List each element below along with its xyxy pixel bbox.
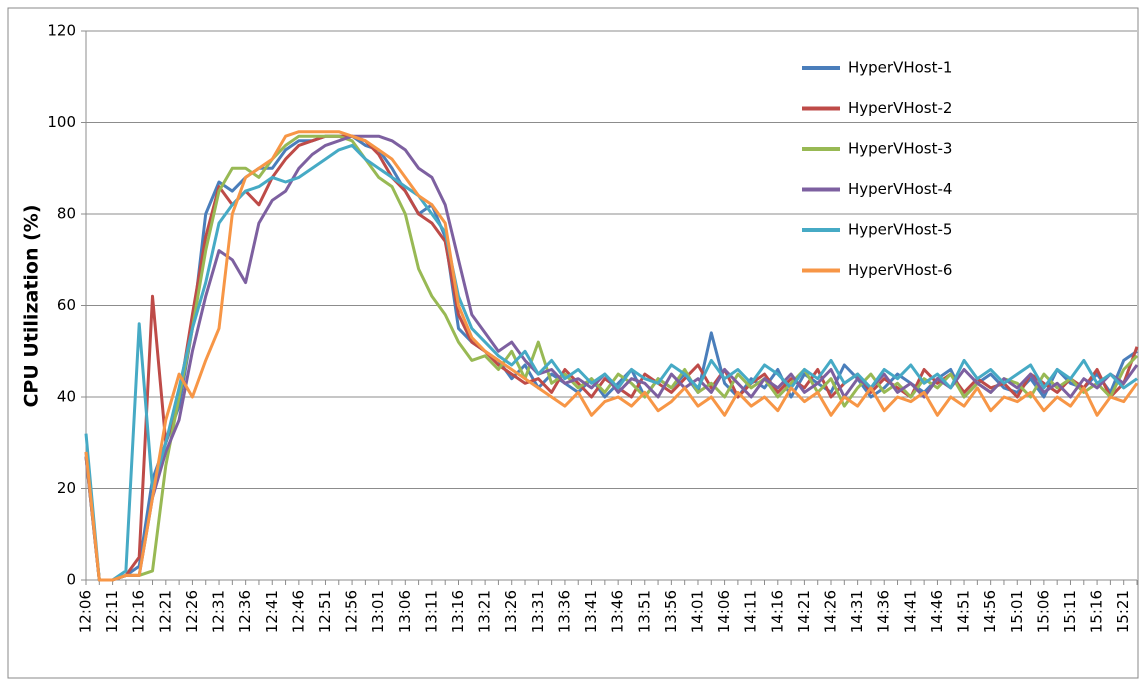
x-tick-label: 12:16 <box>130 590 148 633</box>
x-tick-label: 14:21 <box>795 590 813 633</box>
x-tick-label: 14:36 <box>875 590 893 633</box>
y-tick-label: 120 <box>47 22 76 40</box>
x-tick-label: 12:11 <box>103 590 121 633</box>
x-tick-label: 14:41 <box>901 590 919 633</box>
x-tick-label: 12:21 <box>156 590 174 633</box>
x-tick-label: 15:11 <box>1061 590 1079 633</box>
x-tick-label: 14:31 <box>848 590 866 633</box>
legend-label: HyperVHost-3 <box>848 140 952 158</box>
x-tick-label: 13:21 <box>476 590 494 633</box>
legend-label: HyperVHost-4 <box>848 180 952 198</box>
x-tick-label: 13:26 <box>502 590 520 633</box>
y-tick-label: 20 <box>57 479 76 497</box>
chart-border <box>7 7 1139 679</box>
x-tick-label: 13:16 <box>449 590 467 633</box>
series-line <box>84 134 1139 582</box>
series-line <box>84 130 1139 582</box>
x-tick-label: 15:06 <box>1034 590 1052 633</box>
legend-label: HyperVHost-1 <box>848 59 952 77</box>
y-axis-title: CPU Utilization (%) <box>21 204 43 407</box>
x-tick-label: 12:41 <box>263 590 281 633</box>
x-tick-label: 14:11 <box>742 590 760 633</box>
x-tick-label: 12:56 <box>343 590 361 633</box>
x-tick-label: 12:51 <box>316 590 334 633</box>
x-tick-label: 14:16 <box>768 590 786 633</box>
x-tick-label: 13:41 <box>582 590 600 633</box>
x-tick-label: 14:06 <box>715 590 733 633</box>
x-tick-label: 13:56 <box>662 590 680 633</box>
legend-label: HyperVHost-6 <box>848 261 952 279</box>
x-tick-label: 15:01 <box>1008 590 1026 633</box>
x-tick-label: 14:26 <box>822 590 840 633</box>
x-tick-label: 12:36 <box>236 590 254 633</box>
y-tick-label: 100 <box>47 113 76 131</box>
x-tick-label: 15:21 <box>1114 590 1132 633</box>
legend-label: HyperVHost-5 <box>848 221 952 239</box>
x-tick-label: 14:51 <box>955 590 973 633</box>
x-tick-label: 14:56 <box>981 590 999 633</box>
x-tick-label: 12:46 <box>289 590 307 633</box>
x-tick-label: 13:11 <box>422 590 440 633</box>
x-tick-label: 12:26 <box>183 590 201 633</box>
legend-label: HyperVHost-2 <box>848 99 952 117</box>
x-tick-label: 12:31 <box>210 590 228 633</box>
x-tick-label: 12:06 <box>77 590 95 633</box>
y-tick-label: 40 <box>57 388 76 406</box>
x-tick-label: 14:46 <box>928 590 946 633</box>
y-tick-label: 0 <box>66 571 76 589</box>
x-tick-label: 13:31 <box>529 590 547 633</box>
x-tick-label: 13:51 <box>635 590 653 633</box>
x-tick-label: 13:06 <box>396 590 414 633</box>
y-tick-label: 60 <box>57 296 76 314</box>
x-tick-label: 13:46 <box>609 590 627 633</box>
x-tick-label: 14:01 <box>688 590 706 633</box>
x-tick-label: 13:36 <box>555 590 573 633</box>
x-tick-label: 13:01 <box>369 590 387 633</box>
x-tick-label: 15:16 <box>1088 590 1106 633</box>
series-line <box>84 143 1138 582</box>
y-tick-label: 80 <box>57 205 76 223</box>
